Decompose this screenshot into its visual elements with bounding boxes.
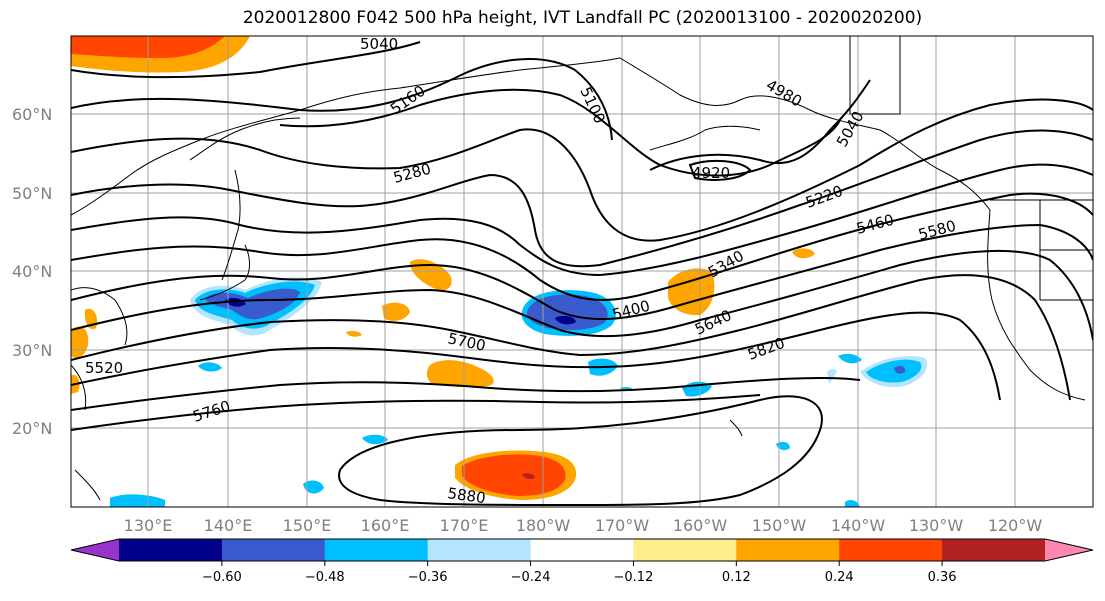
colorbar-tick-label: −0.24 [511, 570, 551, 585]
lon-label: 170°E [440, 516, 489, 535]
colorbar-segment [427, 539, 532, 561]
lat-label: 60°N [12, 105, 52, 124]
lon-label: 140°E [204, 516, 253, 535]
colorbar-segment [324, 539, 429, 561]
lon-label: 160°E [361, 516, 410, 535]
colorbar-tick-label: −0.12 [614, 570, 654, 585]
colorbar-segment [839, 539, 943, 561]
contour-label: 5520 [85, 359, 123, 377]
lon-label: 170°W [595, 516, 650, 535]
height-contours [71, 41, 1093, 506]
colorbar-tick-label: 0.12 [722, 570, 751, 585]
map-frame [70, 35, 1094, 508]
colorbar-tick-label: 0.36 [928, 570, 957, 585]
colorbar-tick-label: −0.36 [408, 570, 448, 585]
colorbar-segment [119, 539, 223, 561]
longitude-labels: 130°E 140°E 150°E 160°E 170°E 180°W 170°… [124, 516, 1043, 535]
lon-label: 130°E [124, 516, 173, 535]
colorbar-outline [70, 538, 1094, 562]
latitude-labels: 60°N 50°N 40°N 30°N 20°N [12, 105, 52, 438]
lat-label: 20°N [12, 419, 52, 438]
colorbar-extend-max [1045, 539, 1093, 561]
colorbar-tick-label: 0.24 [825, 570, 854, 585]
contour-label: 5040 [360, 35, 398, 53]
lat-label: 40°N [12, 262, 52, 281]
map-title: 2020012800 F042 500 hPa height, IVT Land… [242, 8, 923, 28]
colorbar: −0.60 −0.48 −0.36 −0.24 −0.12 0.12 0.24 0.36 [70, 538, 1094, 585]
colorbar-segment [530, 539, 634, 561]
lon-label: 160°W [673, 516, 728, 535]
contour-label: 4920 [692, 164, 730, 182]
colorbar-segment [633, 539, 737, 561]
lon-label: 150°W [752, 516, 807, 535]
coastlines [71, 36, 1093, 501]
colorbar-segment [736, 539, 840, 561]
lat-label: 30°N [12, 341, 52, 360]
colorbar-tick-label: −0.48 [305, 570, 345, 585]
colorbar-extend-min [71, 539, 119, 561]
lon-label: 180°W [516, 516, 571, 535]
colorbar-tick-label: −0.60 [202, 570, 242, 585]
lat-label: 50°N [12, 184, 52, 203]
lon-label: 140°W [831, 516, 886, 535]
colorbar-segment [942, 539, 1046, 561]
lon-label: 130°W [909, 516, 964, 535]
colorbar-segment [221, 539, 326, 561]
lon-label: 150°E [283, 516, 332, 535]
lon-label: 120°W [988, 516, 1043, 535]
contour-label: 5880 [446, 484, 486, 507]
